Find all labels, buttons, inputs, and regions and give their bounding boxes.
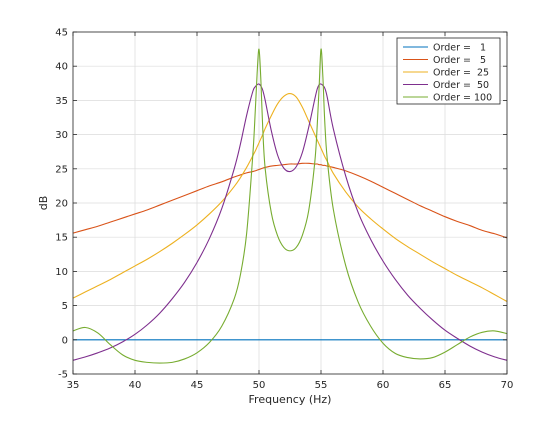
legend-label: Order = 25 <box>433 67 489 78</box>
y-tick-label: 40 <box>55 62 68 73</box>
y-tick-label: 25 <box>55 164 68 175</box>
y-tick-label: 20 <box>55 199 68 210</box>
y-tick-label: 10 <box>55 267 68 278</box>
series-line-4 <box>72 83 508 361</box>
y-tick-label: 30 <box>55 130 68 141</box>
x-tick-label: 45 <box>191 380 204 391</box>
legend-label: Order = 50 <box>433 80 489 91</box>
y-tick-label: 35 <box>55 96 68 107</box>
x-axis-label: Frequency (Hz) <box>249 393 332 406</box>
x-tick-label: 70 <box>501 380 514 391</box>
series-line-3 <box>72 93 508 302</box>
y-axis-label: dB <box>37 196 50 211</box>
x-tick-label: 40 <box>129 380 142 391</box>
series-line-2 <box>72 162 508 239</box>
y-tick-label: 15 <box>55 233 68 244</box>
x-tick-label: 60 <box>377 380 390 391</box>
legend-label: Order = 1 <box>433 42 486 53</box>
x-tick-label: 35 <box>67 380 80 391</box>
y-tick-label: -5 <box>58 370 68 381</box>
legend-box <box>396 37 501 105</box>
tick-layer: 35 40 45 50 55 60 65 70 -5 0 5 10 15 20 25 30 35 40 45 <box>55 28 513 392</box>
y-tick-label: 0 <box>62 335 68 346</box>
legend-label: Order = 100 <box>433 92 492 103</box>
y-tick-label: 45 <box>55 28 68 39</box>
x-tick-label: 55 <box>315 380 328 391</box>
x-tick-label: 65 <box>439 380 452 391</box>
y-tick-label: 5 <box>62 301 68 312</box>
x-tick-label: 50 <box>253 380 266 391</box>
legend-label: Order = 5 <box>433 55 486 66</box>
series-line-5 <box>72 48 508 364</box>
series-layer <box>72 48 508 364</box>
